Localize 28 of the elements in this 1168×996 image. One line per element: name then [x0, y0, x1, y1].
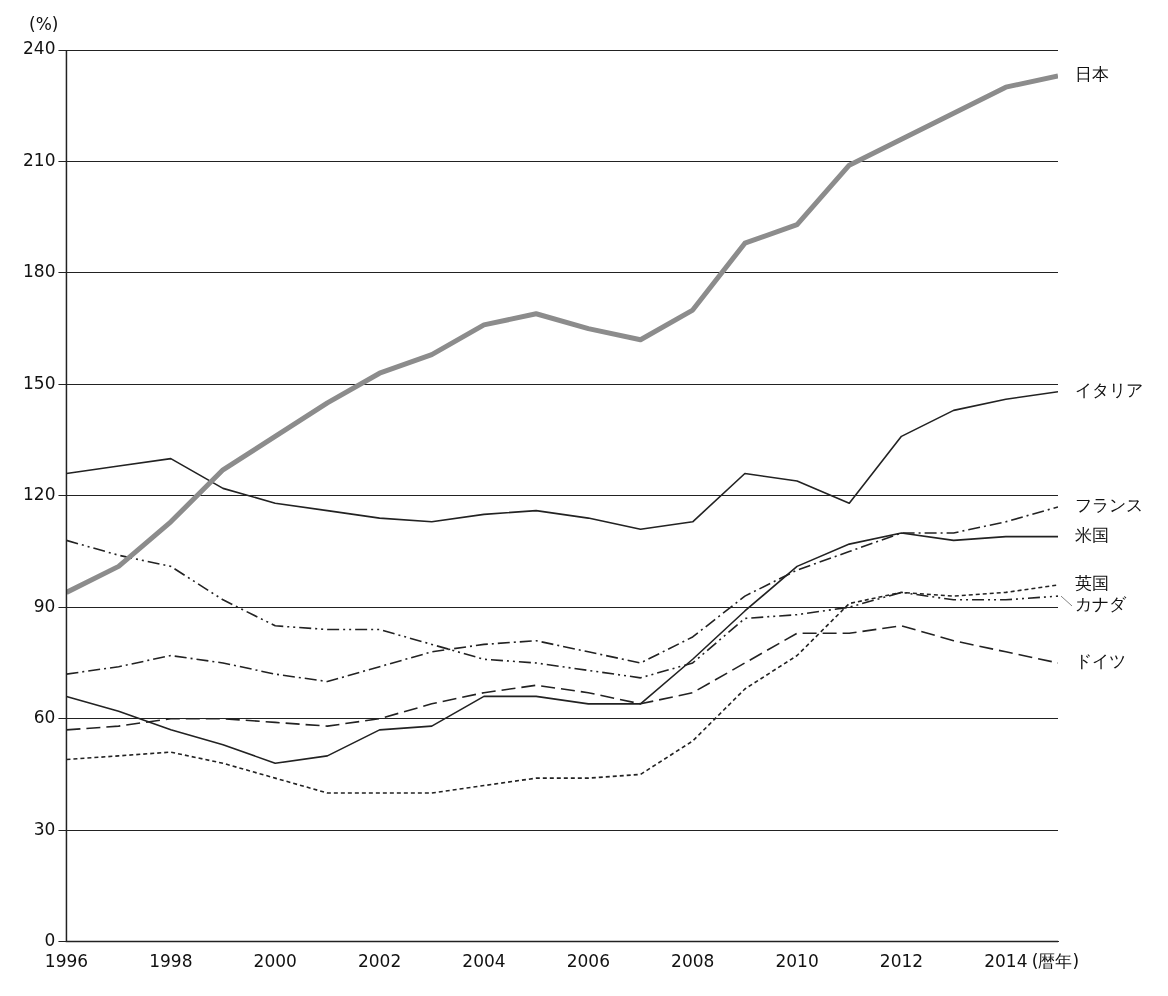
- x-tick-label: 2014: [984, 951, 1028, 972]
- y-axis-title: (%): [29, 13, 59, 34]
- series-label: 日本: [1075, 64, 1109, 85]
- y-tick-label: 210: [22, 149, 56, 170]
- series-label: フランス: [1075, 495, 1143, 516]
- series-label: 米国: [1075, 525, 1109, 546]
- x-tick-label: 2010: [775, 951, 819, 972]
- x-tick-label: 2006: [566, 951, 610, 972]
- y-tick-label: 150: [22, 372, 56, 393]
- x-tick-label: 2008: [671, 951, 715, 972]
- series-label: イタリア: [1075, 380, 1143, 401]
- x-tick-label: 2002: [357, 951, 402, 972]
- y-tick-label: 120: [22, 484, 56, 505]
- x-axis-title: (暦年): [1031, 950, 1080, 971]
- y-tick-label: 90: [33, 595, 56, 616]
- y-tick-label: 0: [44, 930, 56, 951]
- series-label: カナダ: [1075, 594, 1127, 615]
- series-label: 英国: [1075, 573, 1109, 594]
- x-tick-label: 1998: [149, 951, 193, 972]
- x-tick-label: 2012: [879, 951, 924, 972]
- y-tick-label: 180: [22, 261, 56, 282]
- x-tick-label: 1996: [44, 951, 89, 972]
- x-tick-label: 2000: [253, 951, 297, 972]
- y-tick-label: 30: [33, 818, 56, 839]
- y-tick-label: 60: [33, 707, 56, 728]
- y-tick-label: 240: [22, 38, 56, 59]
- series-label: ドイツ: [1075, 651, 1126, 672]
- x-tick-label: 2004: [462, 951, 506, 972]
